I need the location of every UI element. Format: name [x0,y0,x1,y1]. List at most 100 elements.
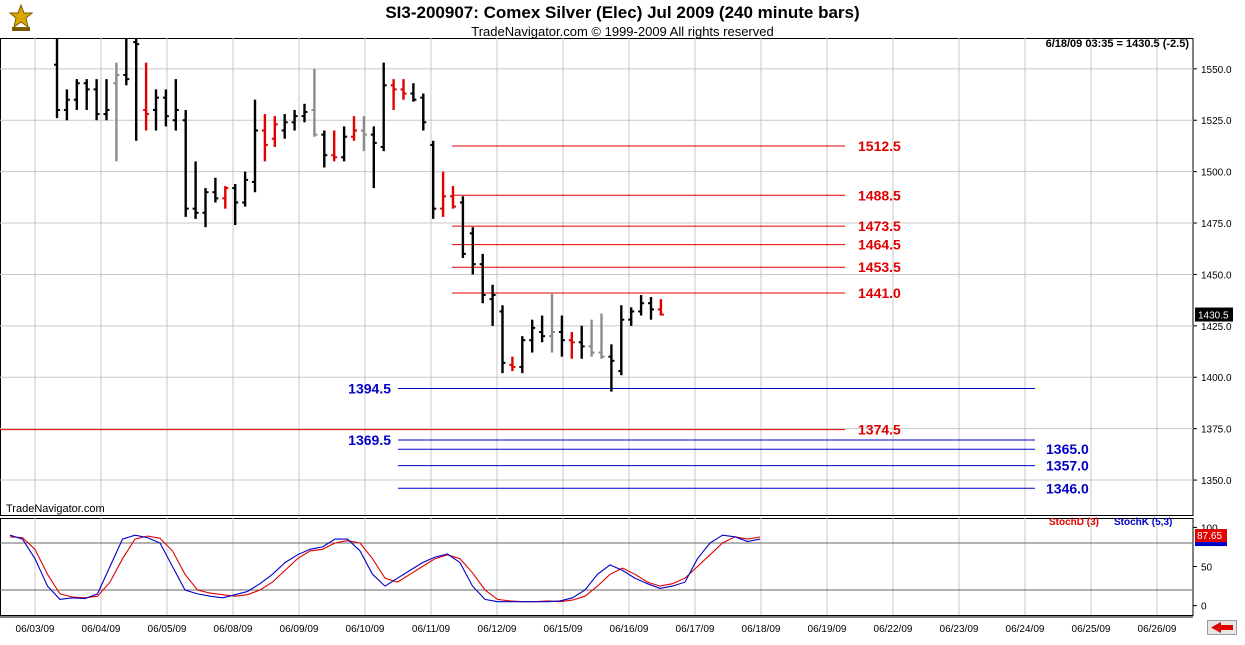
ohlc-bar [281,114,288,139]
ohlc-bar [162,89,169,127]
date-tick-label: 06/03/09 [16,624,55,635]
ohlc-bar [192,161,199,219]
ohlc-bar [261,114,268,162]
price-tick-label: 1350.0 [1201,476,1232,487]
ohlc-bar [172,79,179,131]
ohlc-bar [351,116,357,141]
price-readout: 6/18/09 03:35 = 1430.5 (-2.5) [1045,38,1189,50]
copyright-text: TradeNavigator.com © 1999-2009 All right… [471,24,774,39]
date-tick-label: 06/17/09 [676,624,715,635]
ohlc-bar [410,83,417,102]
watermark-text: TradeNavigator.com [6,503,105,515]
last-price-tag [1195,307,1233,322]
ohlc-bar [420,93,427,131]
stoch-d-legend: StochD (3) [1049,517,1099,528]
ohlc-bar [301,103,308,123]
ohlc-bar [202,188,209,228]
ohlc-bar [499,305,506,374]
ohlc-bar [459,196,466,258]
ohlc-bar [153,89,159,131]
price-tick-label: 1425.0 [1201,322,1232,333]
level-label: 1374.5 [858,422,901,438]
ohlc-bar [54,38,60,119]
stoch-tick-label: 100 [1201,523,1218,534]
ohlc-bar [400,79,407,100]
ohlc-bar [608,344,615,392]
ohlc-bar [182,109,189,217]
ohlc-bar [558,315,565,357]
ohlc-bar [242,171,249,207]
ohlc-bar [123,38,130,86]
ohlc-bar [143,62,150,131]
stoch-k-line [9,534,761,603]
price-tick-label: 1375.0 [1201,425,1232,436]
level-label: 1369.5 [348,432,391,448]
date-tick-label: 06/19/09 [808,624,847,635]
ohlc-bar [440,171,447,217]
ohlc-bar [380,62,387,152]
date-tick-label: 06/05/09 [148,624,187,635]
ohlc-bar [648,297,654,320]
date-tick-label: 06/18/09 [742,624,781,635]
ohlc-bar [331,130,338,162]
ohlc-bar [311,68,318,137]
price-tick-label: 1475.0 [1201,219,1232,230]
ohlc-bar [271,116,278,147]
stoch-d-line [9,535,761,603]
date-tick-label: 06/26/09 [1138,624,1177,635]
ohlc-bar [618,305,625,376]
ohlc-bar [93,79,100,121]
date-tick-label: 06/15/09 [544,624,583,635]
date-tick-label: 06/04/09 [82,624,121,635]
ohlc-bar [568,332,575,359]
ohlc-bar [370,126,377,189]
date-tick-label: 06/09/09 [280,624,319,635]
ohlc-bar [549,292,555,353]
ohlc-bar [598,313,605,359]
ohlc-bar [519,336,526,374]
stoch-tick-label: 0 [1201,602,1207,613]
stoch-value-underline [1195,542,1227,547]
price-tick-label: 1450.0 [1201,270,1232,281]
price-tick-label: 1400.0 [1201,373,1232,384]
price-tick-label: 1550.0 [1201,65,1232,76]
date-tick-label: 06/12/09 [478,624,517,635]
ohlc-bar [212,177,219,203]
level-label: 1441.0 [858,285,901,301]
level-label: 1464.5 [858,237,901,253]
level-label: 1365.0 [1046,441,1089,457]
ohlc-bar [63,89,70,121]
price-tick-label: 1500.0 [1201,168,1232,179]
date-tick-label: 06/23/09 [940,624,979,635]
ohlc-bar [638,295,645,316]
ohlc-bar [657,299,664,316]
ohlc-bar [588,319,595,357]
ohlc-bar [232,183,239,226]
ohlc-bar [529,319,536,353]
date-tick-label: 06/10/09 [346,624,385,635]
level-label: 1357.0 [1046,458,1089,474]
ohlc-bar [103,79,110,121]
ohlc-bar [291,109,298,131]
date-tick-label: 06/11/09 [412,624,451,635]
trade-navigator-logo-icon [8,3,34,31]
ohlc-bar [73,79,80,110]
ohlc-bar [360,116,367,152]
ohlc-bar [430,140,437,219]
level-label: 1473.5 [858,218,901,234]
price-panel-frame [0,38,1194,516]
stoch-value-label: 87.65 [1197,531,1222,542]
date-tick-label: 06/22/09 [874,624,913,635]
chart-title: SI3-200907: Comex Silver (Elec) Jul 2009… [385,3,860,22]
ohlc-bar [252,99,258,193]
level-label: 1488.5 [858,187,901,203]
ohlc-bar [578,325,585,359]
stoch-tick-label: 50 [1201,563,1213,574]
ohlc-bar [509,356,516,372]
scroll-right-arrow-icon[interactable] [1207,620,1237,635]
level-label: 1346.0 [1046,480,1089,496]
last-price-label: 1430.5 [1198,311,1229,322]
ohlc-bar [489,284,496,326]
date-tick-label: 06/16/09 [610,624,649,635]
